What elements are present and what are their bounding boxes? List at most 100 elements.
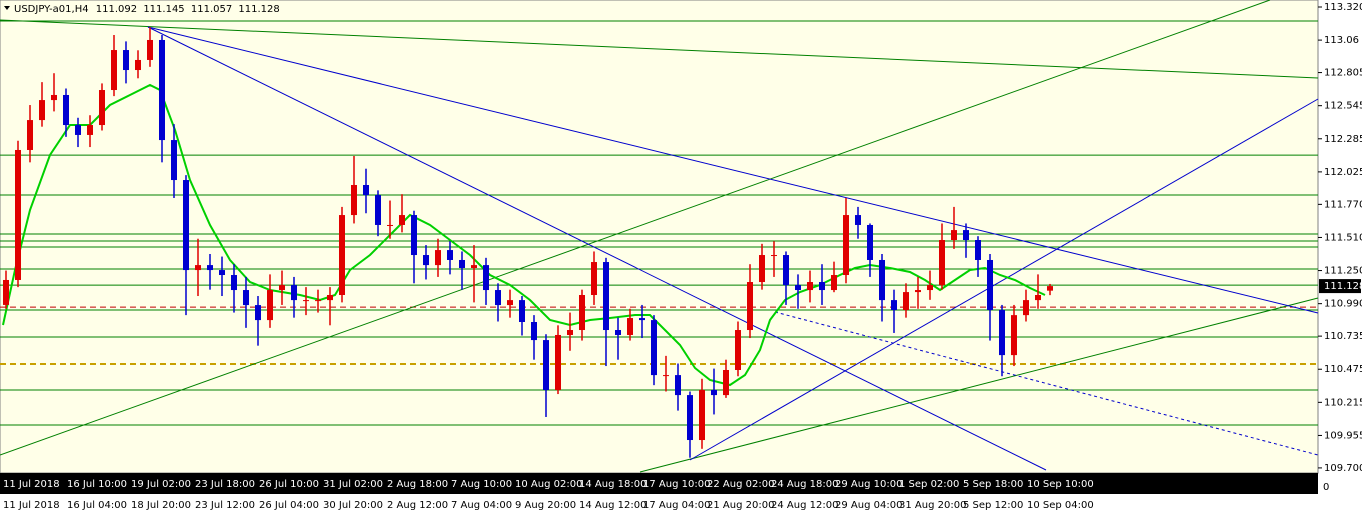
- candle-body: [759, 255, 765, 283]
- time-label: 17 Aug 04:00: [643, 500, 710, 511]
- y-tick-label: 112.025: [1324, 167, 1362, 178]
- candle-body: [495, 290, 501, 306]
- candle-body: [255, 305, 261, 321]
- candle-body: [999, 310, 1005, 356]
- candle-body: [963, 230, 969, 241]
- candle-body: [819, 282, 825, 291]
- candle-body: [531, 321, 537, 341]
- candle-body: [639, 318, 645, 321]
- candle-body: [795, 285, 801, 291]
- y-tick-label: 112.545: [1324, 101, 1362, 112]
- time-label: 31 Aug 20:00: [899, 500, 966, 511]
- candle-body: [807, 282, 813, 291]
- candle-body: [459, 259, 465, 269]
- trendline: [689, 98, 1319, 461]
- time-label: 23 Jul 18:00: [195, 479, 255, 490]
- candle-body: [423, 255, 429, 266]
- time-label: 7 Aug 04:00: [451, 500, 512, 511]
- candle-body: [147, 39, 153, 60]
- candle-body: [435, 250, 441, 266]
- candle-body: [111, 50, 117, 91]
- candle-body: [387, 224, 393, 226]
- candle-body: [591, 262, 597, 296]
- price-axis: 113.320 113.06 112.805 112.545 112.285 112.02…: [1318, 2, 1362, 474]
- candle-body: [375, 195, 381, 225]
- time-label: 7 Aug 10:00: [451, 479, 512, 490]
- y-tick-label: 110.990: [1324, 299, 1362, 310]
- candle-body: [627, 318, 633, 335]
- y-tick-label: 111.510: [1324, 232, 1362, 243]
- indicator-zero: 0: [1323, 482, 1329, 493]
- time-label: 23 Jul 12:00: [195, 500, 255, 511]
- candle-body: [291, 285, 297, 301]
- candle-body: [15, 149, 21, 280]
- menu-triangle: [4, 6, 10, 10]
- candle-body: [567, 330, 573, 335]
- candle-body: [1011, 315, 1017, 356]
- candle-body: [747, 282, 753, 331]
- time-label: 19 Jul 02:00: [131, 479, 191, 490]
- candle-body: [39, 100, 45, 121]
- y-tick-label: 113.320: [1324, 2, 1362, 13]
- candle-body: [1047, 286, 1053, 291]
- candle-body: [3, 279, 9, 305]
- candles: [3, 27, 1053, 458]
- candle-body: [987, 259, 993, 311]
- candle-body: [1035, 295, 1041, 301]
- candle-body: [315, 300, 321, 302]
- candle-body: [351, 184, 357, 216]
- candle-body: [171, 140, 177, 181]
- header-text: USDJPY-a01,H4 111.092 111.145 111.057 11…: [14, 4, 280, 15]
- trendline: [147, 26, 1319, 314]
- candle-body: [711, 389, 717, 396]
- candle-body: [63, 94, 69, 126]
- time-label: 29 Aug 04:00: [835, 500, 902, 511]
- candle-body: [603, 262, 609, 331]
- time-label: 2 Aug 18:00: [387, 479, 448, 490]
- candle-body: [471, 265, 477, 269]
- time-label: 26 Jul 10:00: [259, 479, 319, 490]
- candle-body: [519, 300, 525, 322]
- candle-body: [219, 270, 225, 276]
- candle-body: [831, 275, 837, 291]
- candle-body: [915, 290, 921, 293]
- candle-body: [735, 330, 741, 370]
- candle-body: [675, 375, 681, 396]
- candle-body: [783, 255, 789, 286]
- time-label: 21 Aug 20:00: [707, 500, 774, 511]
- bar-high: 111.145: [143, 4, 184, 15]
- time-label: 16 Jul 10:00: [67, 479, 127, 490]
- candle-body: [615, 330, 621, 335]
- candle-body: [363, 184, 369, 196]
- time-axis-band: [0, 473, 1318, 494]
- candle-body: [663, 375, 669, 377]
- levels: [0, 20, 1318, 426]
- time-label: 10 Sep 04:00: [1027, 500, 1094, 511]
- time-label: 18 Jul 20:00: [131, 500, 191, 511]
- candle-body: [855, 215, 861, 225]
- candle-body: [555, 334, 561, 390]
- candle-body: [975, 240, 981, 260]
- time-label: 2 Aug 12:00: [387, 500, 448, 511]
- candle-body: [723, 369, 729, 396]
- candle-body: [135, 59, 141, 71]
- candle-body: [279, 285, 285, 291]
- bar-close: 111.128: [238, 4, 279, 15]
- candle-body: [159, 39, 165, 141]
- time-label: 10 Aug 02:00: [515, 479, 582, 490]
- candle-body: [51, 94, 57, 101]
- time-label: 10 Sep 10:00: [1027, 479, 1094, 490]
- candle-body: [123, 50, 129, 71]
- candle-body: [99, 90, 105, 126]
- trendline: [0, 0, 1271, 456]
- candle-body: [507, 300, 513, 306]
- y-tick-label: 109.700: [1324, 463, 1362, 474]
- trendline: [147, 26, 1047, 471]
- candle-body: [543, 340, 549, 390]
- trendline: [0, 19, 1319, 79]
- candle-body: [891, 300, 897, 311]
- trendlines: [0, 0, 1319, 473]
- candle-body: [267, 290, 273, 321]
- candle-body: [771, 255, 777, 257]
